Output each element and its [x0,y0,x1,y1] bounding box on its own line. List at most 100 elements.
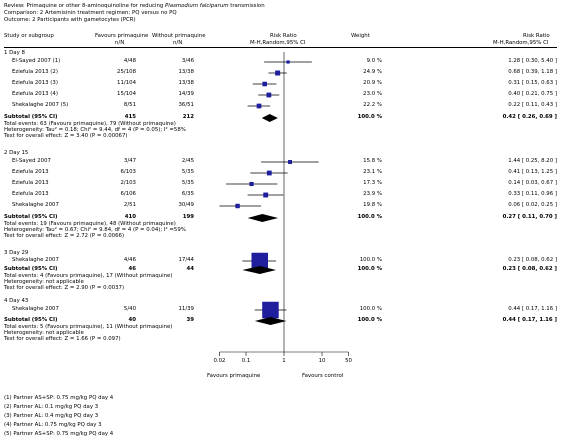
study-marker [286,60,290,64]
subtotal-nopq: 212 [182,114,194,120]
pq-events: 5/40 [123,306,136,312]
subgroup-note: Total events: 63 (Favours primaquine), 7… [4,121,176,127]
footnote: (4) Partner AL: 0.75 mg/kg PQ day 3 [4,422,102,428]
col-rr-method: M-H,Random,95% CI [250,40,306,46]
subgroup-label: 3 Day 29 [4,250,29,256]
study-weight: 100.0 % [359,257,382,263]
study-name: El-Sayed 2007 [12,158,51,164]
study-weight: 100.0 % [359,306,382,312]
pq-events: 4/48 [123,58,136,64]
pooled-diamond [242,266,277,274]
col-without-pq-n: n/N [173,40,183,46]
study-name: Eziefula 2013 [12,180,49,186]
study-marker [263,192,269,198]
nopq-events: 3/46 [181,58,194,64]
col-fav-pq-n: n/N [115,40,125,46]
subtotal-nopq: 39 [186,317,194,323]
study-name: Shekalaghe 2007 [12,202,59,208]
study-rr-ci: 0.40 [ 0.21, 0.75 ] [508,91,557,97]
footnote: (2) Partner AL: 0.1 mg/kg PQ day 3 [4,404,99,410]
review-title-b: transmission [228,3,265,9]
subgroup-note: Test for overall effect: Z = 3.40 (P = 0… [4,133,128,139]
study-marker [256,103,262,109]
review-line: Review: Primaquine or other 8-aminoquino… [4,3,265,9]
study-name: Shekalaghe 2007 (5) [12,102,69,108]
study-marker [262,301,279,319]
subgroup-label: 2 Day 15 [4,150,29,156]
col-without-pq: Without primaquine [152,33,206,39]
subgroup-note: Total events: 4 (Favours primaquine), 17… [4,273,173,279]
study-weight: 23.0 % [363,91,382,97]
study-rr-ci: 1.28 [ 0.30, 5.40 ] [508,58,557,64]
subtotal-pq: 410 [124,214,136,220]
study-name: Eziefula 2013 [12,169,49,175]
subtotal-weight: 100.0 % [357,266,382,272]
subgroup-note: Test for overall effect: Z = 2.90 (P = 0… [4,285,125,291]
subtotal-label: Subtotal (95% CI) [4,114,58,120]
pq-events: 3/47 [123,158,136,164]
pq-events: 4/46 [123,257,136,263]
study-name: El-Sayed 2007 (1) [12,58,61,64]
footnote: (3) Partner AL: 0.4 mg/kg PQ day 3 [4,413,99,419]
subtotal-label: Subtotal (95% CI) [4,266,58,272]
study-weight: 22.2 % [363,102,382,108]
study-marker [262,81,267,87]
nopq-events: 2/45 [181,158,194,164]
subgroup-note: Heterogeneity: Tau² = 0.18; Chi² = 9.44,… [4,127,186,133]
subgroup-note: Test for overall effect: Z = 1.66 (P = 0… [4,336,121,342]
study-weight: 19.8 % [363,202,382,208]
header-rule [4,47,557,48]
axis-tick-label: 1 [282,358,286,364]
pq-events: 11/104 [117,80,136,86]
nopq-events: 13/38 [178,69,194,75]
subgroup-note: Heterogeneity: Tau² = 0.67; Chi² = 9.84,… [4,227,186,233]
nopq-events: 6/35 [181,191,194,197]
study-marker [251,252,268,270]
subtotal-rr-ci: 0.23 [ 0.08, 0.62 ] [502,266,557,272]
review-title-italic: Plasmodium falciparum [165,3,229,9]
study-marker [235,203,240,209]
subtotal-label: Subtotal (95% CI) [4,317,58,323]
subtotal-pq: 40 [128,317,136,323]
study-rr-ci: 0.14 [ 0.03, 0.67 ] [508,180,557,186]
col-weight: Weight [351,33,370,39]
subtotal-rr-ci: 0.42 [ 0.26, 0.69 ] [502,114,557,120]
subtotal-weight: 100.0 % [357,114,382,120]
study-marker [266,170,272,176]
pq-events: 6/106 [120,191,136,197]
col-rr: Risk Ratio [270,33,297,39]
study-marker [288,160,293,164]
nopq-events: 14/39 [178,91,194,97]
study-rr-ci: 0.06 [ 0.02, 0.25 ] [508,202,557,208]
pq-events: 6/103 [120,169,136,175]
pooled-diamond [247,214,279,222]
study-marker [249,181,254,187]
col-rr2: Risk Ratio [523,33,550,39]
axis-tick-label: 50 [345,358,352,364]
subgroup-note: Total events: 19 (Favours primaquine), 4… [4,221,176,227]
study-weight: 20.9 % [363,80,382,86]
subtotal-nopq: 199 [182,214,194,220]
subgroup-note: Test for overall effect: Z = 2.72 (P = 0… [4,233,125,239]
nopq-events: 11/39 [178,306,194,312]
study-name: Eziefula 2013 (3) [12,80,58,86]
subtotal-weight: 100.0 % [357,214,382,220]
study-name: Shekalaghe 2007 [12,306,59,312]
study-marker [275,70,281,76]
study-rr-ci: 0.22 [ 0.11, 0.43 ] [508,102,557,108]
axis-left-label: Favours primaquine [207,373,261,379]
outcome-line: Outcome: 2 Participants with gametocytes… [4,17,136,23]
subgroup-label: 4 Day 43 [4,298,29,304]
subtotal-nopq: 44 [186,266,194,272]
study-marker [266,92,272,98]
subtotal-pq: 46 [128,266,136,272]
study-rr-ci: 0.23 [ 0.08, 0.62 ] [508,257,557,263]
study-rr-ci: 0.31 [ 0.15, 0.63 ] [508,80,557,86]
col-fav-pq: Favours primaquine [95,33,149,39]
study-rr-ci: 0.68 [ 0.39, 1.18 ] [508,69,557,75]
pooled-diamond [254,317,287,325]
comparison-line: Comparison: 2 Artemisinin treatment regi… [4,10,177,16]
review-prefix: Review: [4,3,27,9]
study-rr-ci: 0.41 [ 0.13, 1.25 ] [508,169,557,175]
